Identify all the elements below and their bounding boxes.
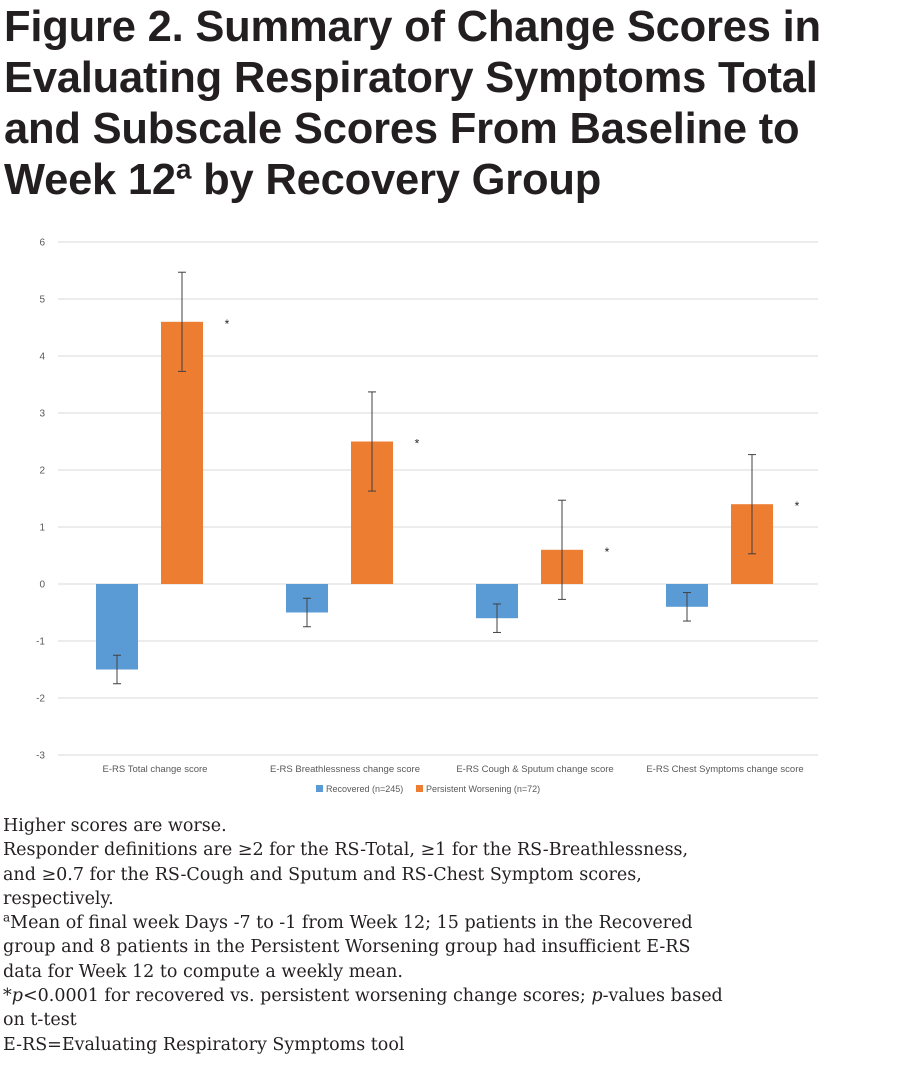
note-line: Responder definitions are ≥2 for the RS-… [3,840,689,861]
note-line: data for Week 12 to compute a weekly mea… [3,961,403,982]
x-category-label: E-RS Breathlessness change score [270,764,420,775]
note-line: and ≥0.7 for the RS-Cough and Sputum and… [3,864,642,885]
y-tick-label: -2 [36,694,45,705]
y-tick-label: 4 [39,352,45,363]
figure-title: Figure 2. Summary of Change Scores in Ev… [4,2,894,206]
note-line: respectively. [3,888,114,909]
significance-star: * [225,317,230,331]
x-category-label: E-RS Chest Symptoms change score [646,764,803,775]
y-axis: 6 5 4 3 2 1 0 -1 -2 -3 [36,238,45,762]
y-tick-label: 0 [39,580,45,591]
bar-chart: 6 5 4 3 2 1 0 -1 -2 -3 * * * * E-RS Total change sco… [36,238,818,794]
y-tick-label: 2 [39,466,45,477]
legend-swatch [316,785,323,792]
significance-star: * [795,499,800,513]
p-letter: p [591,986,603,1007]
footnote-a: aMean of final week Days -7 to -1 from W… [3,911,895,935]
y-tick-label: 6 [39,238,45,249]
x-category-label: E-RS Cough & Sputum change score [456,764,613,775]
footnote-a-marker: a [3,910,11,925]
chart-bars [96,321,773,670]
star-marker: * [3,986,12,1007]
p-letter: p [11,986,23,1007]
y-tick-label: -1 [36,637,45,648]
y-tick-label: -3 [36,751,45,762]
x-axis: E-RS Total change score E-RS Breathlessne… [103,764,804,775]
y-tick-label: 1 [39,523,45,534]
footnote-a-text: Mean of final week Days -7 to -1 from We… [10,913,693,934]
legend-label: Recovered (n=245) [326,784,403,794]
significance-markers: * * * * [225,317,800,559]
figure-title-text: Figure 2. Summary of Change Scores in Ev… [4,3,821,204]
figure-title-tail: by Recovery Group [191,156,602,204]
y-tick-label: 3 [39,409,45,420]
chart-legend: Recovered (n=245) Persistent Worsening (n… [316,784,540,794]
figure-notes: Higher scores are worse. Responder defin… [3,814,895,1057]
significance-star: * [605,545,610,559]
footnote-star: *p<0.0001 for recovered vs. persistent w… [3,984,895,1008]
x-category-label: E-RS Total change score [103,764,208,775]
note-line: on t-test [3,1010,77,1031]
note-line: group and 8 patients in the Persistent W… [3,937,691,958]
legend-label: Persistent Worsening (n=72) [426,784,540,794]
title-footnote-marker: a [175,153,192,185]
y-tick-label: 5 [39,295,45,306]
note-line: E-RS=Evaluating Respiratory Symptoms too… [3,1034,405,1055]
footnote-star-text: <0.0001 for recovered vs. persistent wor… [22,986,592,1007]
note-line: Higher scores are worse. [3,816,227,836]
footnote-star-tail: -values based [602,986,723,1007]
significance-star: * [415,437,420,451]
legend-swatch [416,785,423,792]
error-bars [113,271,756,685]
